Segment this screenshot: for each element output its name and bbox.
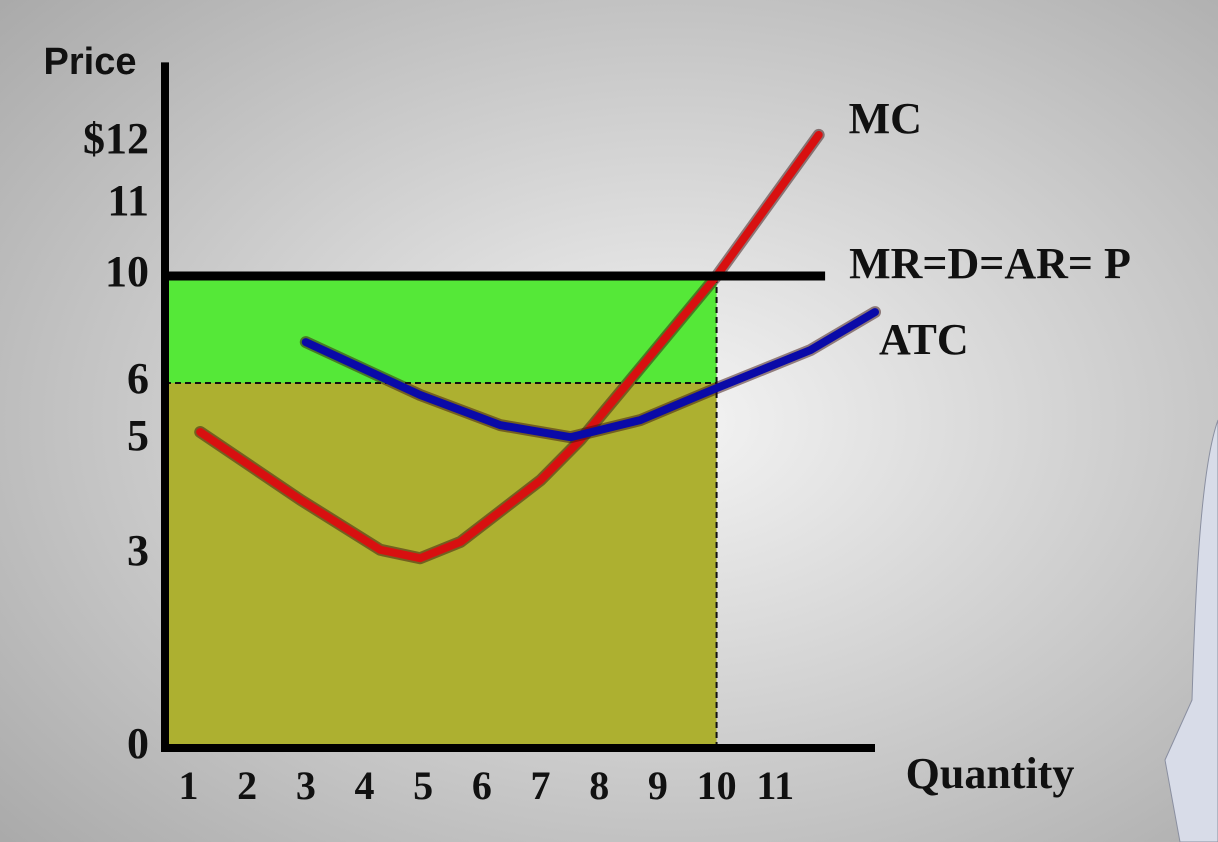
x-tick-label: 8: [589, 763, 609, 808]
presenter-edge: [1164, 419, 1218, 842]
line: [301, 308, 879, 442]
y-tick-label: 3: [127, 526, 149, 575]
y-axis-label: Price: [44, 41, 137, 83]
x-tick-label: 2: [237, 763, 257, 808]
lines: MC MR=D=AR= P ATC: [165, 94, 1131, 565]
areas: [165, 276, 717, 748]
y-tick-label: 0: [127, 719, 149, 768]
y-tick-label: $12: [83, 114, 149, 163]
labels: Price Quantity: [44, 41, 1075, 798]
line: [196, 130, 823, 563]
x-tick-label: 1: [178, 763, 198, 808]
y-tick-label: 6: [127, 354, 149, 403]
y-tick-label: 11: [107, 176, 149, 225]
y-tick-label: 10: [105, 247, 149, 296]
y-tick-label: 5: [127, 411, 149, 460]
x-tick-label: 9: [648, 763, 668, 808]
line-label: MR=D=AR= P: [849, 239, 1131, 288]
x-tick-label: 11: [756, 763, 794, 808]
x-tick-label: 6: [472, 763, 492, 808]
x-axis-label: Quantity: [906, 749, 1075, 798]
line-label: ATC: [879, 315, 969, 364]
x-tick-label: 10: [697, 763, 737, 808]
x-tick-label: 4: [355, 763, 375, 808]
x-tick-label: 7: [531, 763, 551, 808]
line-label: MC: [849, 94, 922, 143]
shaded-area: [165, 276, 717, 383]
x-tick-label: 3: [296, 763, 316, 808]
shaded-area: [165, 383, 717, 748]
x-tick-label: 5: [413, 763, 433, 808]
